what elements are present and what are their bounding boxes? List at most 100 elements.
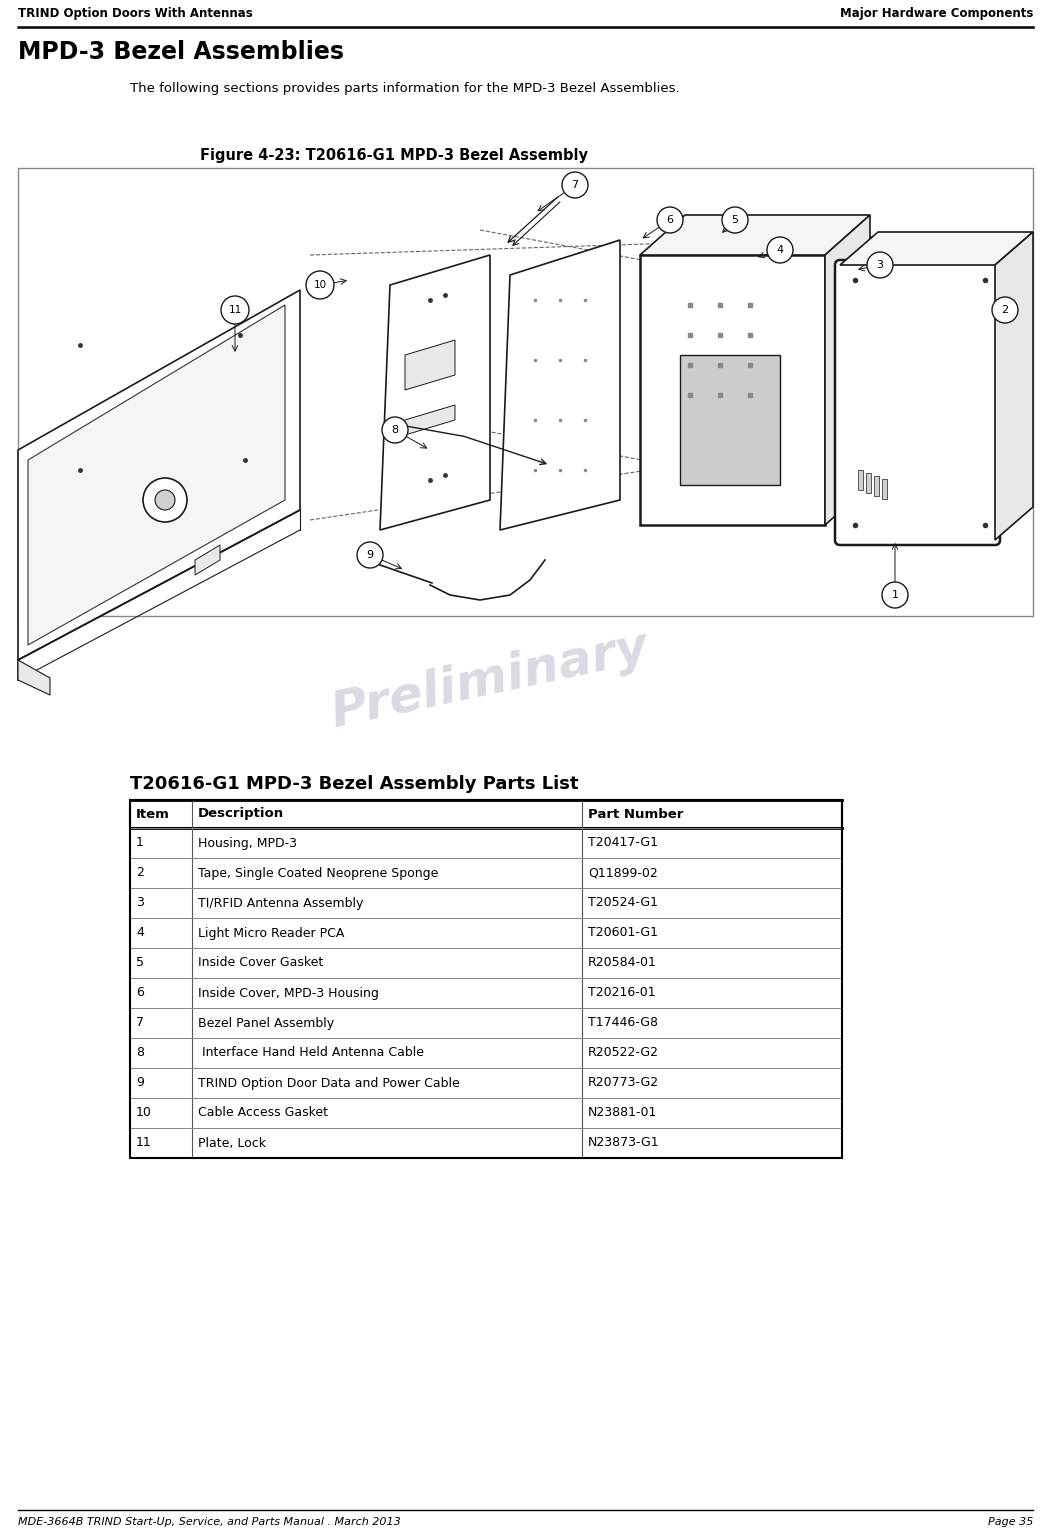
Text: Page 35: Page 35 <box>988 1517 1033 1527</box>
Text: T17446-G8: T17446-G8 <box>588 1017 658 1030</box>
Bar <box>130 858 842 889</box>
Polygon shape <box>28 305 285 645</box>
Text: 4: 4 <box>777 245 784 254</box>
Text: 7: 7 <box>572 179 578 190</box>
Bar <box>858 470 863 490</box>
Circle shape <box>143 478 187 522</box>
Bar <box>874 476 879 496</box>
Bar <box>130 948 842 977</box>
Bar <box>130 889 842 918</box>
Text: 9: 9 <box>367 550 373 561</box>
Text: T20216-01: T20216-01 <box>588 987 656 999</box>
Bar <box>130 1008 842 1039</box>
Text: 7: 7 <box>136 1017 144 1030</box>
Text: R20584-01: R20584-01 <box>588 956 657 970</box>
Polygon shape <box>380 254 490 530</box>
Bar <box>18 169 1033 616</box>
Text: TRIND Option Doors With Antennas: TRIND Option Doors With Antennas <box>18 8 252 20</box>
Text: T20417-G1: T20417-G1 <box>588 836 658 850</box>
Circle shape <box>382 417 408 443</box>
Bar <box>130 918 842 948</box>
Text: Major Hardware Components: Major Hardware Components <box>840 8 1033 20</box>
Text: Light Micro Reader PCA: Light Micro Reader PCA <box>198 927 345 939</box>
Circle shape <box>154 490 176 510</box>
Text: The following sections provides parts information for the MPD-3 Bezel Assemblies: The following sections provides parts in… <box>130 83 680 95</box>
Bar <box>130 1128 842 1158</box>
Circle shape <box>722 207 748 233</box>
Polygon shape <box>18 290 300 660</box>
Text: N23873-G1: N23873-G1 <box>588 1137 660 1149</box>
Polygon shape <box>18 660 50 696</box>
Text: TI/RFID Antenna Assembly: TI/RFID Antenna Assembly <box>198 896 364 910</box>
Bar <box>640 254 825 525</box>
Circle shape <box>882 582 908 608</box>
Polygon shape <box>405 404 455 435</box>
Polygon shape <box>825 214 870 525</box>
Text: Housing, MPD-3: Housing, MPD-3 <box>198 836 297 850</box>
Text: Bezel Panel Assembly: Bezel Panel Assembly <box>198 1017 334 1030</box>
Text: MDE-3664B TRIND Start-Up, Service, and Parts Manual . March 2013: MDE-3664B TRIND Start-Up, Service, and P… <box>18 1517 400 1527</box>
Text: 1: 1 <box>136 836 144 850</box>
Text: 11: 11 <box>136 1137 151 1149</box>
Circle shape <box>357 542 383 568</box>
Bar <box>130 977 842 1008</box>
Text: 10: 10 <box>313 280 327 290</box>
Text: 9: 9 <box>136 1077 144 1089</box>
Text: Preliminary: Preliminary <box>327 624 654 737</box>
Bar <box>680 355 780 486</box>
Bar <box>130 1039 842 1068</box>
Circle shape <box>657 207 683 233</box>
Text: 2: 2 <box>1002 305 1009 316</box>
Text: R20522-G2: R20522-G2 <box>588 1046 659 1060</box>
Text: 8: 8 <box>391 424 398 435</box>
Text: 3: 3 <box>136 896 144 910</box>
Bar <box>130 800 842 827</box>
Text: N23881-01: N23881-01 <box>588 1106 657 1120</box>
Text: Q11899-02: Q11899-02 <box>588 867 658 879</box>
Text: 6: 6 <box>666 214 674 225</box>
Text: TRIND Option Door Data and Power Cable: TRIND Option Door Data and Power Cable <box>198 1077 459 1089</box>
Text: Inside Cover Gasket: Inside Cover Gasket <box>198 956 324 970</box>
Text: Figure 4-23: T20616-G1 MPD-3 Bezel Assembly: Figure 4-23: T20616-G1 MPD-3 Bezel Assem… <box>200 149 588 162</box>
Text: 1: 1 <box>891 590 899 601</box>
Circle shape <box>992 297 1018 323</box>
Polygon shape <box>640 214 870 254</box>
Polygon shape <box>405 340 455 391</box>
Text: 3: 3 <box>877 260 884 270</box>
Text: Inside Cover, MPD-3 Housing: Inside Cover, MPD-3 Housing <box>198 987 378 999</box>
Text: 5: 5 <box>136 956 144 970</box>
Bar <box>130 800 842 1158</box>
Text: R20773-G2: R20773-G2 <box>588 1077 659 1089</box>
Text: MPD-3 Bezel Assemblies: MPD-3 Bezel Assemblies <box>18 40 344 64</box>
Polygon shape <box>995 231 1033 539</box>
Bar <box>866 473 871 493</box>
Circle shape <box>306 271 334 299</box>
Text: 11: 11 <box>228 305 242 316</box>
Circle shape <box>562 172 588 198</box>
Text: Part Number: Part Number <box>588 807 683 821</box>
Text: 5: 5 <box>731 214 739 225</box>
Text: Plate, Lock: Plate, Lock <box>198 1137 266 1149</box>
Text: Interface Hand Held Antenna Cable: Interface Hand Held Antenna Cable <box>198 1046 424 1060</box>
Text: T20524-G1: T20524-G1 <box>588 896 658 910</box>
Bar <box>130 1098 842 1128</box>
Circle shape <box>767 237 794 264</box>
Text: T20616-G1 MPD-3 Bezel Assembly Parts List: T20616-G1 MPD-3 Bezel Assembly Parts Lis… <box>130 775 578 794</box>
Polygon shape <box>500 241 620 530</box>
FancyBboxPatch shape <box>834 260 1000 545</box>
Text: 2: 2 <box>136 867 144 879</box>
Text: 6: 6 <box>136 987 144 999</box>
Text: 4: 4 <box>136 927 144 939</box>
Polygon shape <box>195 545 220 574</box>
Bar <box>130 827 842 858</box>
Circle shape <box>867 251 893 277</box>
Text: Cable Access Gasket: Cable Access Gasket <box>198 1106 328 1120</box>
Text: Item: Item <box>136 807 170 821</box>
Text: T20601-G1: T20601-G1 <box>588 927 658 939</box>
Text: 10: 10 <box>136 1106 152 1120</box>
Bar <box>130 1068 842 1098</box>
Text: 8: 8 <box>136 1046 144 1060</box>
Text: Tape, Single Coated Neoprene Sponge: Tape, Single Coated Neoprene Sponge <box>198 867 438 879</box>
Text: Description: Description <box>198 807 284 821</box>
Polygon shape <box>840 231 1033 265</box>
